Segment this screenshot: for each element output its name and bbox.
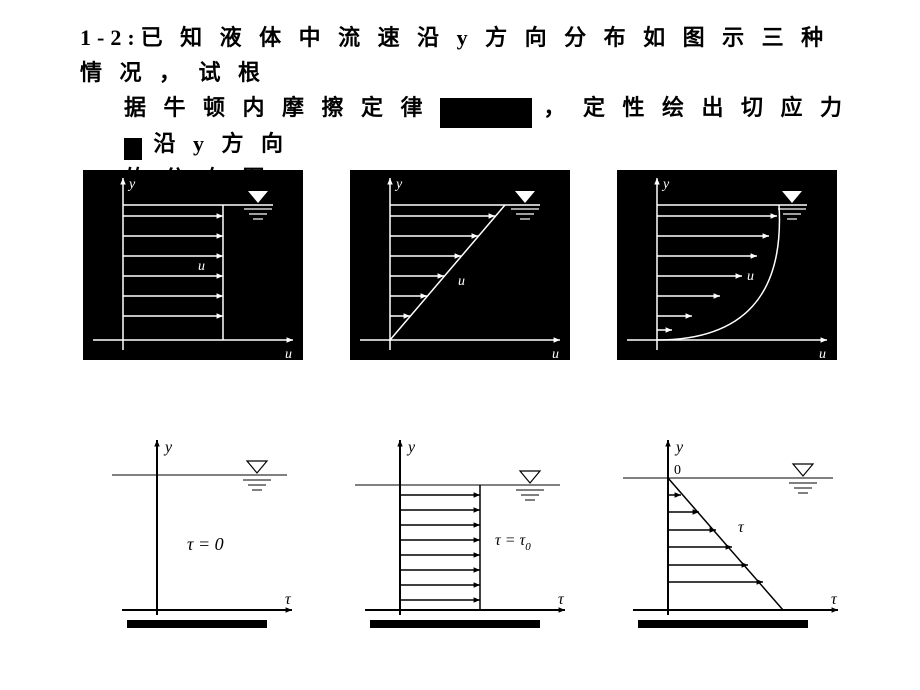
- svg-text:τ = τ0: τ = τ0: [495, 532, 531, 553]
- svg-text:τ: τ: [558, 591, 565, 608]
- svg-text:y: y: [661, 177, 670, 192]
- velocity-panel-3: y u u: [617, 170, 837, 360]
- problem-number: 1-2:: [80, 25, 141, 50]
- svg-text:u: u: [285, 347, 292, 360]
- shear-panel-3: y τ 0 τ: [613, 420, 853, 640]
- svg-text:y: y: [127, 177, 136, 192]
- svg-text:τ = 0: τ = 0: [187, 534, 224, 554]
- svg-text:y: y: [406, 439, 416, 456]
- svg-text:τ: τ: [738, 519, 745, 536]
- title-line1: 已 知 液 体 中 流 速 沿 y 方 向 分 布 如 图 示 三 种 情 况 …: [80, 25, 829, 85]
- velocity-profiles-row: y u u y u u y u u: [0, 170, 920, 360]
- svg-text:u: u: [198, 259, 205, 274]
- shear-panel-1: y τ τ = 0: [67, 420, 307, 640]
- tau-box-icon: [124, 138, 142, 160]
- svg-text:u: u: [458, 274, 465, 289]
- velocity-panel-2: y u u: [350, 170, 570, 360]
- svg-text:y: y: [394, 177, 403, 192]
- shear-profiles-row: y τ τ = 0 y τ τ = τ0 y τ 0 τ: [0, 420, 920, 640]
- svg-text:u: u: [552, 347, 559, 360]
- svg-text:τ: τ: [831, 591, 838, 608]
- formula-box-icon: [440, 98, 532, 128]
- title-line2a: 据 牛 顿 内 摩 擦 定 律: [124, 95, 429, 120]
- svg-text:u: u: [747, 269, 754, 284]
- svg-text:0: 0: [674, 463, 681, 478]
- velocity-panel-1: y u u: [83, 170, 303, 360]
- svg-text:y: y: [163, 439, 173, 456]
- title-line2b: ， 定 性 绘 出 切 应 力: [544, 95, 849, 120]
- svg-text:τ: τ: [285, 591, 292, 608]
- svg-text:u: u: [819, 347, 826, 360]
- svg-text:y: y: [674, 439, 684, 456]
- title-line2c: 沿 y 方 向: [154, 131, 290, 156]
- shear-panel-2: y τ τ = τ0: [340, 420, 580, 640]
